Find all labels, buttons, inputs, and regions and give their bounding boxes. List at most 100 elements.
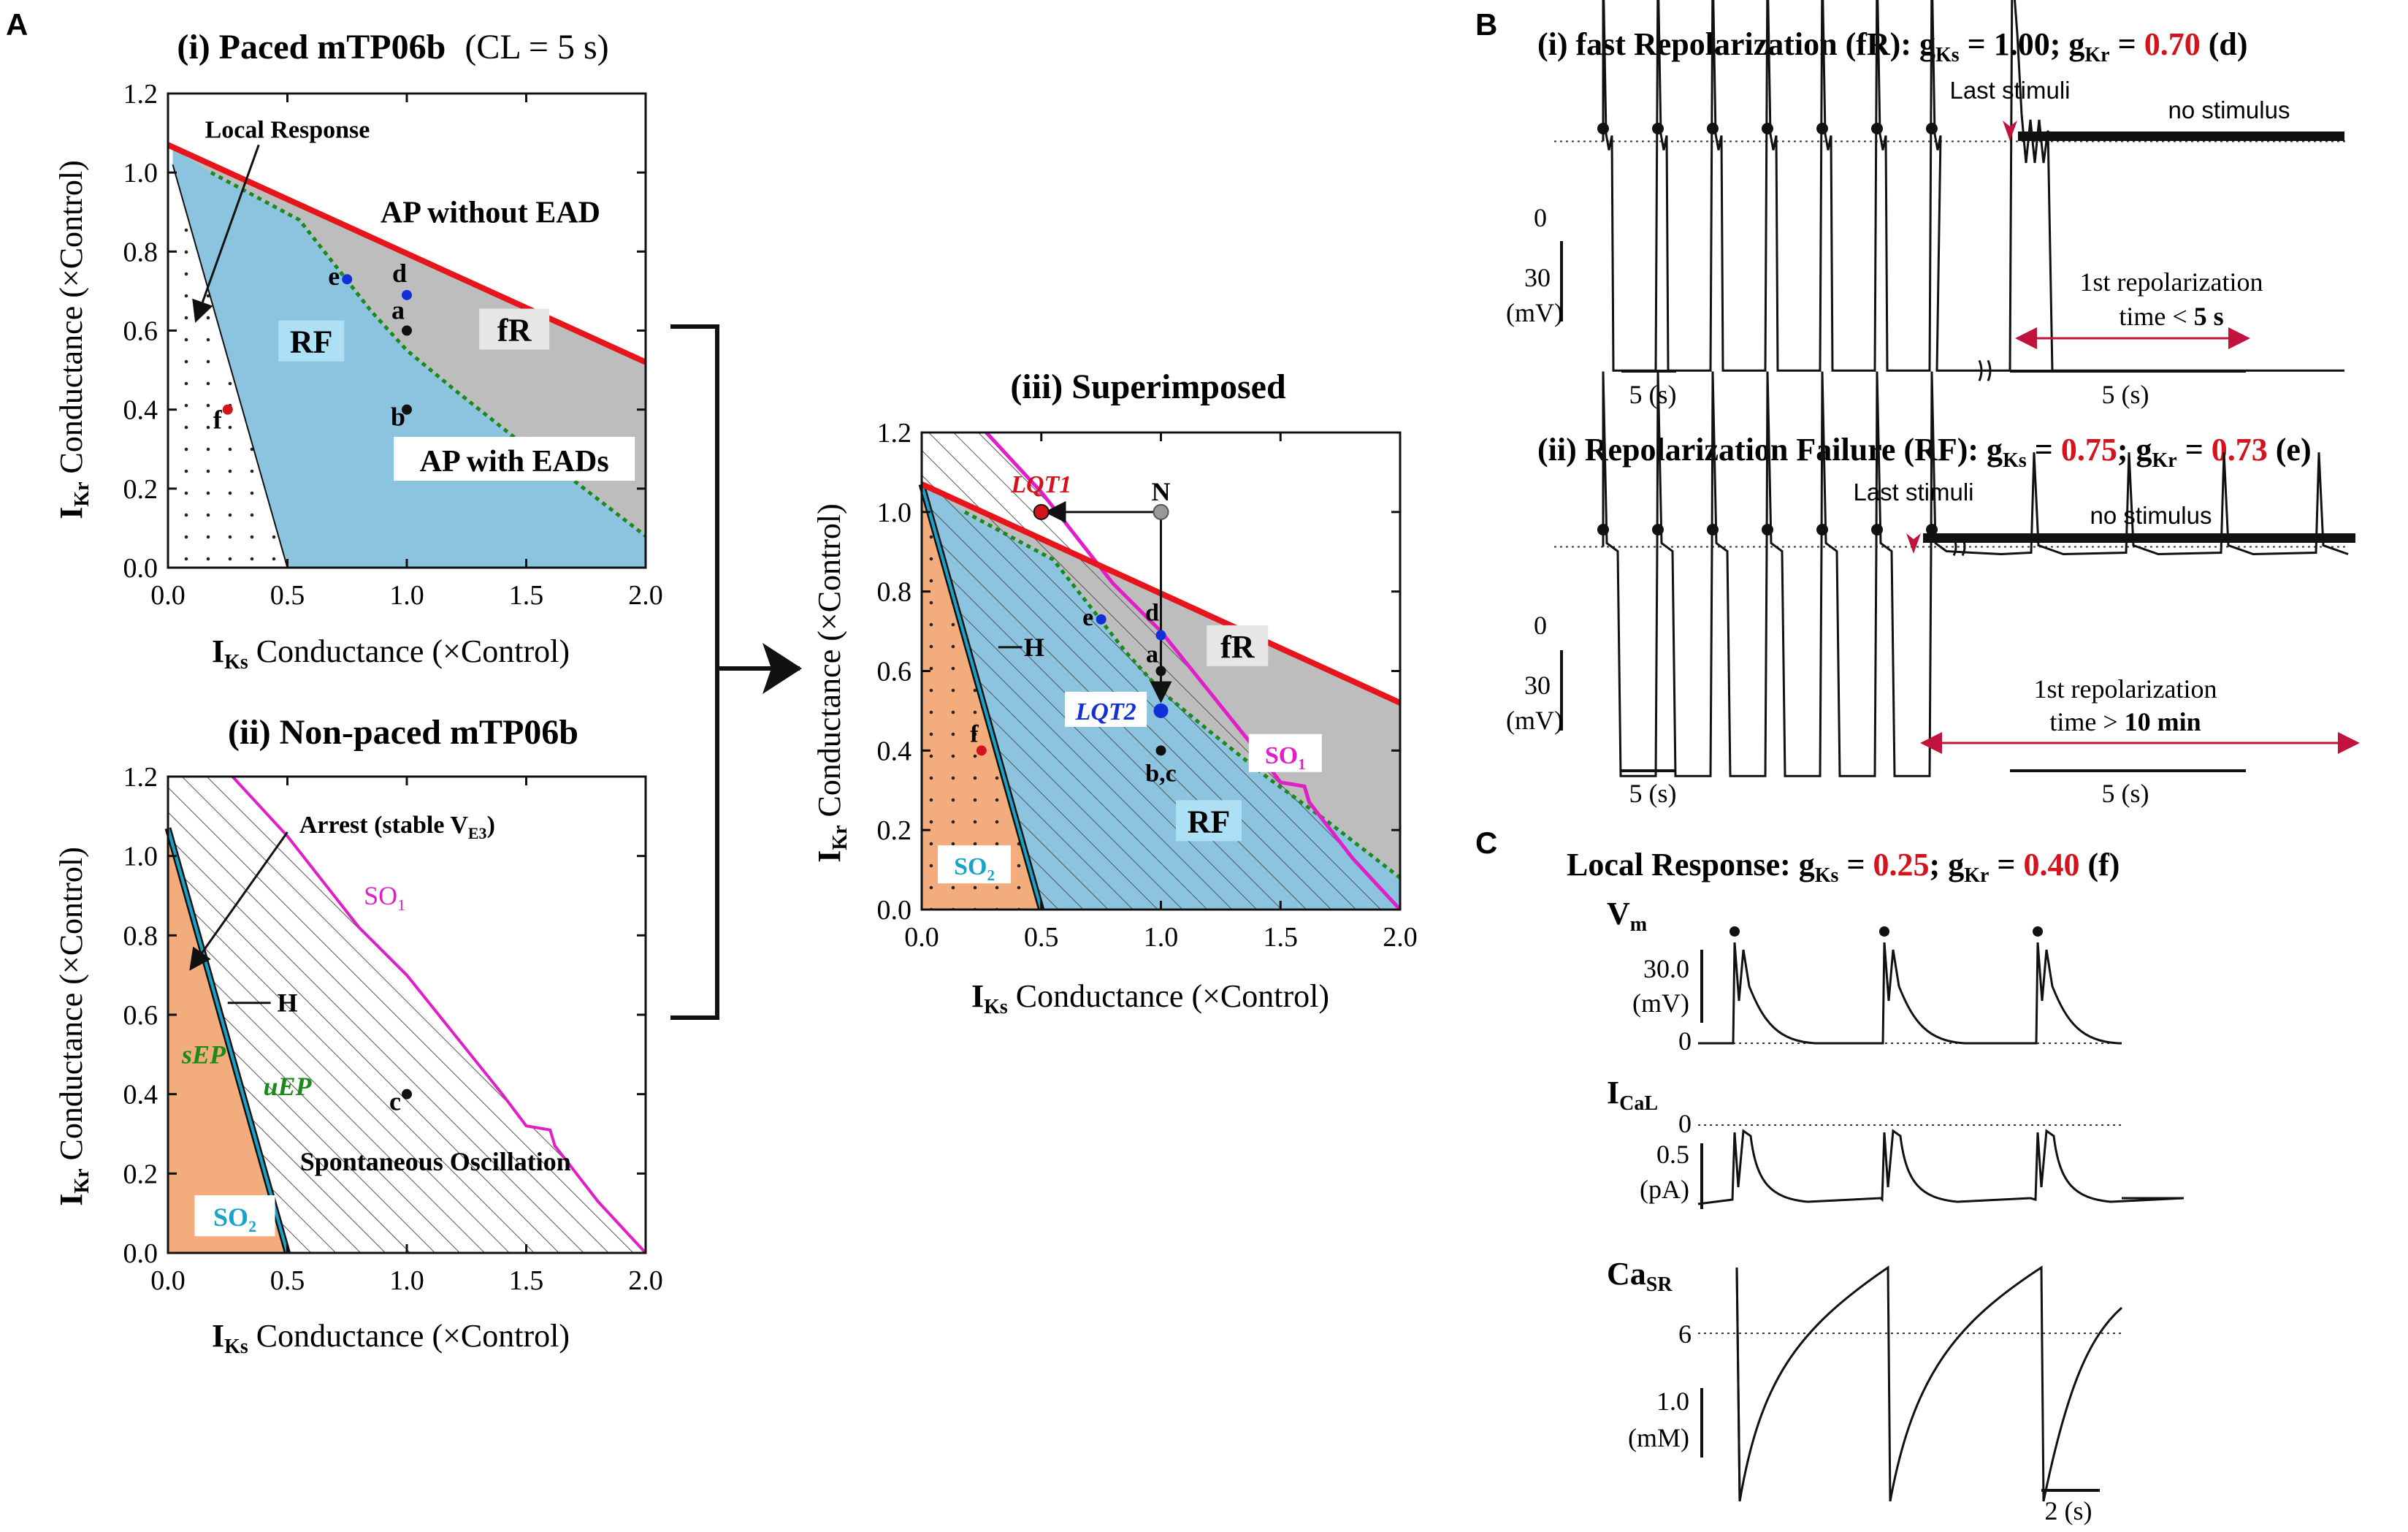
a-ii-h-line bbox=[167, 828, 289, 1254]
b-ii-title: (ii) Repolarization Failure (RF): gKs = … bbox=[1537, 432, 2312, 472]
chart-b-i: (i) fast Repolarization (fR): gKs = 1.00… bbox=[1506, 0, 2348, 409]
a-i-ytick-label-1: 0.2 bbox=[123, 474, 158, 505]
a-ii-label-so2: SO2 bbox=[213, 1203, 256, 1235]
b-ii-scale-t2: 5 (s) bbox=[2102, 779, 2149, 808]
c-title: Local Response: gKs = 0.25; gKr = 0.40 (… bbox=[1567, 847, 2120, 887]
a-i-label-fr: fR bbox=[497, 313, 532, 348]
a-iii-h-line bbox=[920, 484, 1043, 910]
c-ical-name: ICaL bbox=[1607, 1075, 1658, 1115]
a-ii-label-arrest-suffix: ) bbox=[487, 812, 495, 839]
a-iii-ytick-label-6: 1.2 bbox=[877, 418, 912, 449]
a-i-xlabel-prefix: I bbox=[212, 633, 224, 669]
c-ical-name-sub: CaL bbox=[1619, 1092, 1658, 1115]
c-title-6: Kr bbox=[1964, 864, 1989, 887]
a-iii-green-boundary bbox=[963, 510, 1402, 880]
a-iii-ylabel-sub: Kr bbox=[829, 825, 852, 850]
b-ii-zero-label: 0 bbox=[1534, 611, 1547, 640]
a-iii-point-a bbox=[1155, 666, 1166, 677]
b-ii-stimulus-dot-5 bbox=[1871, 524, 1883, 536]
a-iii-ytick-label-3: 0.6 bbox=[877, 657, 912, 687]
a-iii-point-b-c bbox=[1155, 745, 1166, 756]
b-i-stimulus-dot-2 bbox=[1707, 123, 1719, 134]
a-i-ytick-label-4: 0.8 bbox=[123, 237, 158, 267]
b-ii-rep-line1: 1st repolarization bbox=[2034, 674, 2217, 704]
a-i-ead-boundary bbox=[167, 142, 647, 365]
a-iii-label-rf: RF bbox=[1188, 804, 1231, 839]
a-i-xtick-label-2: 1.0 bbox=[389, 580, 424, 611]
a-ii-axes: 0.0 0.5 1.0 1.5 2.0 0.0 0.2 0.4 0.6 0.8 1.0 1.2 bbox=[123, 762, 663, 1296]
b-i-no-stimulus-bar bbox=[2018, 132, 2344, 141]
a-iii-ytick-label-4: 0.8 bbox=[877, 577, 912, 608]
a-iii-xlabel: IKs Conductance (×Control) bbox=[971, 978, 1329, 1018]
b-i-last-stimuli: Last stimuli bbox=[1949, 77, 2070, 104]
a-i-label-ap-without-ead: AP without EAD bbox=[381, 196, 600, 229]
a-i-ytick-label-5: 1.0 bbox=[123, 158, 158, 188]
a-i-label-local-response: Local Response bbox=[205, 117, 370, 144]
b-ii-rep-line2-bold: 10 min bbox=[2125, 707, 2201, 736]
a-ii-label-so1-main: SO bbox=[364, 881, 397, 910]
a-i-label-ap-with-eads: AP with EADs bbox=[420, 445, 609, 479]
c-title-9: (f) bbox=[2080, 847, 2120, 883]
a-ii-ytick-label-1: 0.2 bbox=[123, 1159, 158, 1189]
c-title-3: = bbox=[1838, 847, 1873, 883]
b-ii-stimulus-dot-1 bbox=[1652, 524, 1664, 536]
c-casr-trace bbox=[1735, 1265, 2122, 1502]
a-i-region-local bbox=[168, 145, 288, 568]
c-casr-scale: 1.0 bbox=[1656, 1387, 1689, 1416]
a-ii-ylabel-rest: Conductance (×Control) bbox=[53, 847, 89, 1168]
a-i-ytick-label-3: 0.6 bbox=[123, 316, 158, 347]
b-ii-scale-v-unit: (mV) bbox=[1506, 706, 1563, 735]
b-i-title-4: = bbox=[2110, 26, 2144, 62]
a-i-ylabel-prefix: I bbox=[53, 507, 89, 519]
a-iii-ytick-label-5: 1.0 bbox=[877, 498, 912, 528]
b-i-rep-line1: 1st repolarization bbox=[2080, 267, 2263, 297]
a-ii-ylabel: IKr Conductance (×Control) bbox=[53, 847, 93, 1206]
b-i-title: (i) fast Repolarization (fR): gKs = 1.00… bbox=[1537, 26, 2247, 66]
a-iii-point-d bbox=[1155, 630, 1166, 641]
a-iii-xtick-label-3: 1.5 bbox=[1264, 922, 1299, 953]
c-title-8: 0.40 bbox=[2024, 847, 2080, 883]
b-ii-stimulus-dot-2 bbox=[1707, 524, 1719, 536]
chart-b-ii: (ii) Repolarization Failure (RF): gKs = … bbox=[1506, 371, 2360, 808]
a-iii-point-LQT2 bbox=[1153, 703, 1169, 718]
b-ii-rep-line2: time > 10 min bbox=[2049, 707, 2201, 736]
c-casr-name-main: Ca bbox=[1607, 1256, 1646, 1292]
a-iii-point-label-e: e bbox=[1082, 604, 1093, 631]
a-ii-xtick-label-4: 2.0 bbox=[628, 1265, 663, 1296]
a-ii-point-c bbox=[402, 1089, 412, 1100]
a-iii-ytick-label-0: 0.0 bbox=[877, 895, 912, 926]
chart-a-ii: (ii) Non-paced mTP06b 0.0 0.5 1.0 1.5 2.00.0… bbox=[53, 713, 663, 1358]
a-iii-ylabel: IKr Conductance (×Control) bbox=[811, 503, 852, 863]
a-iii-ytick-label-1: 0.2 bbox=[877, 815, 912, 846]
b-ii-scale-v: 30 bbox=[1524, 671, 1551, 700]
a-i-title: (i) Paced mTP06b (CL = 5 s) bbox=[177, 28, 608, 66]
b-ii-stimulus-dot-6 bbox=[1926, 524, 1938, 536]
chart-a-iii: (iii) Superimposed 0.0 0.5 1.0 1.5 2.0 0.0 0.2… bbox=[811, 367, 1418, 1018]
a-iii-lqt2-bg bbox=[1065, 691, 1147, 727]
a-iii-so1-bg bbox=[1248, 733, 1322, 772]
a-ii-label-so2-main: SO bbox=[213, 1203, 248, 1232]
a-i-ytick-label-6: 1.2 bbox=[123, 79, 158, 110]
a-ii-label-so1: SO1 bbox=[364, 881, 405, 914]
b-i-trace bbox=[1602, 0, 2344, 372]
c-ical-name-main: I bbox=[1607, 1075, 1619, 1110]
a-ii-ylabel-prefix: I bbox=[53, 1194, 89, 1206]
c-vm-scale: 30.0 bbox=[1643, 954, 1689, 983]
b-i-stimulus-dot-6 bbox=[1926, 123, 1938, 134]
a-ii-title: (ii) Non-paced mTP06b bbox=[228, 713, 578, 752]
a-ii-label-h: H bbox=[277, 988, 297, 1018]
bracket bbox=[670, 324, 719, 1020]
a-iii-xtick-label-4: 2.0 bbox=[1383, 922, 1418, 953]
c-ical-unit: (pA) bbox=[1640, 1175, 1689, 1204]
b-i-scale-v: 30 bbox=[1524, 263, 1551, 292]
b-ii-no-stimulus: no stimulus bbox=[2090, 502, 2212, 529]
a-i-title-main: (i) Paced mTP06b bbox=[177, 28, 446, 66]
c-vm-name: Vm bbox=[1607, 896, 1647, 936]
a-ii-ytick-label-3: 0.6 bbox=[123, 1000, 158, 1031]
c-title-4: 0.25 bbox=[1873, 847, 1930, 883]
c-vm-zero: 0 bbox=[1678, 1026, 1692, 1056]
c-title-1: : g bbox=[1780, 847, 1815, 883]
a-i-xlabel-sub: Ks bbox=[224, 651, 248, 674]
b-ii-stimulus-dot-4 bbox=[1816, 524, 1828, 536]
